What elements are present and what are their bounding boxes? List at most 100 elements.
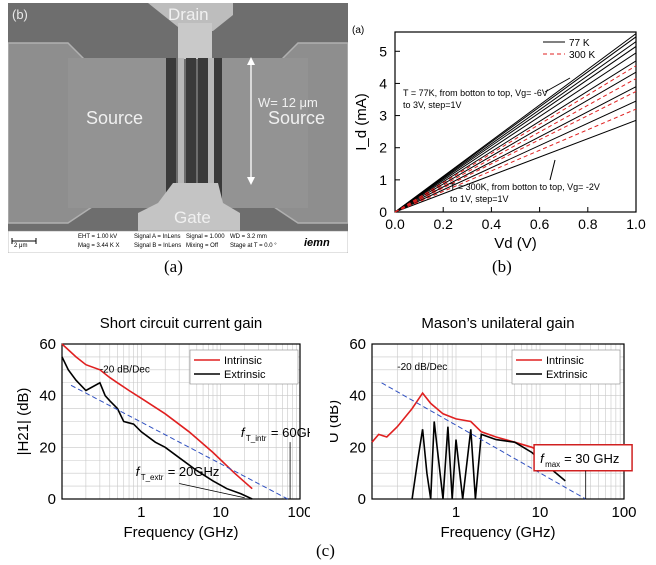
gate-label: Gate (174, 208, 211, 227)
iv-plot-frame (394, 31, 637, 213)
y-tick-label: 0 (358, 491, 366, 508)
iv-curve-300k (394, 108, 637, 213)
x-tick-label: 10 (532, 504, 549, 521)
y-tick-label: 2 (379, 140, 387, 156)
iv-curve-77k (394, 41, 637, 213)
x-tick-label: 100 (287, 504, 310, 521)
mason-chart: 1 10 100 0 20 40 60 Frequency (GHz) U (dB) Mason’… (330, 315, 637, 540)
legend-box (189, 349, 299, 385)
ft-intr-symbol: f (241, 425, 246, 440)
x-axis-label: Frequency (GHz) (123, 524, 238, 540)
chart-title: Mason’s unilateral gain (421, 315, 574, 332)
y-axis-label: U (dB) (330, 400, 342, 443)
legend-label-intrinsic: Intrinsic (224, 355, 262, 367)
series-slope (70, 384, 288, 500)
info-mag: Mag = 3.44 K X (78, 243, 120, 249)
legend-label-extrinsic: Extrinsic (224, 369, 266, 381)
y-tick-label: 20 (39, 439, 56, 456)
fmax-sub: max (545, 460, 560, 469)
y-tick-label: 40 (349, 388, 366, 405)
iv-curve-77k (394, 46, 637, 213)
iv-xlabel: Vd (V) (494, 235, 537, 252)
plot-frame (61, 343, 301, 500)
x-tick-label: 100 (611, 504, 636, 521)
x-tick-label: 0.8 (578, 216, 598, 232)
series-slope (381, 382, 586, 500)
y-tick-label: 40 (39, 388, 56, 405)
x-tick-label: 1 (137, 504, 145, 521)
legend-label-300k: 300 K (569, 50, 595, 61)
annotation-300k-line2: to 1V, step=1V (450, 194, 508, 204)
iv-curve-300k (394, 78, 637, 213)
iv-curve-77k (394, 86, 637, 213)
iv-curve-77k (394, 100, 637, 213)
ft-intr-sub: T_intr (246, 434, 267, 443)
ft-extr-label: = 20GHz (168, 464, 220, 479)
plot-frame (371, 343, 625, 500)
scale-label: 2 μm (14, 243, 28, 249)
info-signal-a: Signal A = InLens (134, 234, 181, 240)
h21-chart: 1 10 100 0 20 40 60 Frequency (GHz) |H21| (dB) Sh… (15, 315, 310, 540)
iv-ylabel: I_d (mA) (353, 93, 370, 151)
x-tick-label: 0.0 (385, 216, 405, 232)
iv-curve-77k (394, 33, 637, 213)
annotation-77k-line1: T = 77K, from botton to top, Vg= -6V (403, 88, 548, 98)
fmax-label: = 30 GHz (564, 451, 619, 466)
caption-a: (a) (164, 257, 183, 276)
annotation-300k-arrow (549, 159, 556, 181)
series-extrinsic (61, 356, 253, 500)
fmax-symbol: f (540, 451, 545, 466)
annotation-77k-arrow (544, 77, 571, 93)
source-left-label: Source (86, 108, 144, 128)
legend-box (511, 349, 621, 385)
x-tick-label: 1 (452, 504, 460, 521)
sem-image: (b) Drain Source Source Gate W= 12 μm 2 … (7, 3, 349, 254)
annotation-77k-line2: to 3V, step=1V (403, 100, 461, 110)
sem-panel-label: (b) (12, 7, 28, 22)
y-tick-label: 20 (349, 439, 366, 456)
info-stage: Stage at T = 0.0 ° (230, 243, 277, 249)
slope-label: -20 dB/Dec (100, 364, 150, 375)
info-mixing: Mixing = Off (186, 243, 219, 249)
iv-curve-77k (394, 52, 637, 213)
iv-curve-300k (394, 91, 637, 213)
info-eht: EHT = 1.00 kV (78, 234, 118, 240)
iv-curve-77k (394, 60, 637, 213)
y-tick-label: 4 (379, 75, 387, 91)
fmax-box (533, 444, 633, 472)
y-tick-label: 60 (39, 336, 56, 353)
caption-b: (b) (492, 257, 512, 276)
y-tick-label: 1 (379, 172, 387, 188)
info-signal: Signal = 1.000 (186, 234, 225, 240)
iv-panel-label: (a) (352, 25, 364, 36)
slope-label: -20 dB/Dec (397, 362, 447, 373)
iv-curve-77k (394, 71, 637, 213)
x-tick-label: 0.6 (530, 216, 550, 232)
x-tick-label: 0.4 (482, 216, 502, 232)
x-tick-label: 10 (212, 504, 229, 521)
series-extrinsic (411, 421, 566, 500)
drain-label: Drain (168, 5, 209, 24)
annotation-300k-line1: T = 300K, from botton to top, Vg= -2V (450, 182, 600, 192)
ft-extr-marker (179, 483, 245, 499)
y-tick-label: 0 (379, 204, 387, 220)
ft-extr-symbol: f (136, 464, 141, 479)
ft-intr-label: = 60GHz (271, 425, 310, 440)
legend-label-intrinsic: Intrinsic (546, 355, 584, 367)
legend-label-extrinsic: Extrinsic (546, 369, 588, 381)
x-tick-label: 0.2 (433, 216, 453, 232)
ft-extr-sub: T_extr (141, 473, 164, 482)
series-intrinsic (61, 343, 253, 490)
y-axis-label: |H21| (dB) (15, 388, 32, 456)
iv-curve-300k (394, 65, 637, 213)
width-label: W= 12 μm (258, 95, 318, 110)
chart-title: Short circuit current gain (100, 315, 263, 332)
iv-curve-77k (394, 119, 637, 213)
iv-chart: 0.0 0.2 0.4 0.6 0.8 1.0 0 1 2 3 4 5 Vd (V) I_d (mA) (a… (352, 25, 646, 252)
iemn-logo: iemn (304, 237, 330, 249)
info-signal-b: Signal B = InLens (134, 243, 182, 249)
source-right-label: Source (268, 108, 326, 128)
y-tick-label: 0 (48, 491, 56, 508)
y-tick-label: 5 (379, 43, 387, 59)
caption-c: (c) (316, 541, 335, 560)
